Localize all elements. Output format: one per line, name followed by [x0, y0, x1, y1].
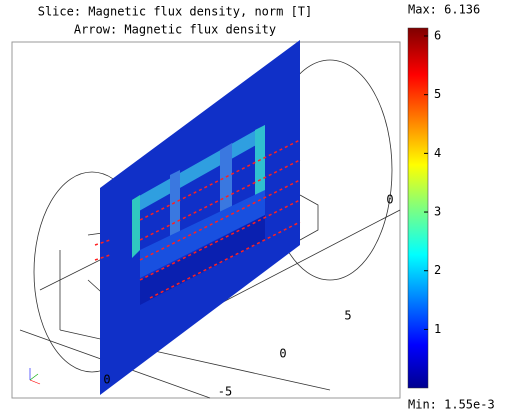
- slice: [100, 40, 300, 395]
- axis-triad: [29, 368, 41, 385]
- colorbar-tick-label: 6: [434, 28, 441, 42]
- plot-title: Slice: Magnetic flux density, norm [T]: [38, 5, 313, 19]
- colorbar-tick-label: 3: [434, 205, 441, 219]
- colorbar: [407, 27, 429, 389]
- axis-tick-label: 0: [386, 193, 393, 207]
- axis-tick-label: 0: [279, 347, 286, 361]
- plot-subtitle: Arrow: Magnetic flux density: [74, 23, 276, 37]
- colorbar-tick-label: 5: [434, 87, 441, 101]
- colorbar-tick-label: 1: [434, 322, 441, 336]
- colorbar-tick-label: 2: [434, 263, 441, 277]
- arrows: [94, 139, 301, 299]
- axis-tick-label: 0: [103, 373, 110, 387]
- axis-tick-label: 5: [344, 309, 351, 323]
- colorbar-max: Max: 6.136: [408, 3, 480, 17]
- colorbar-tick-label: 4: [434, 146, 441, 160]
- axis-tick-label: -5: [218, 385, 232, 399]
- colorbar-min: Min: 1.55e-3: [408, 398, 495, 412]
